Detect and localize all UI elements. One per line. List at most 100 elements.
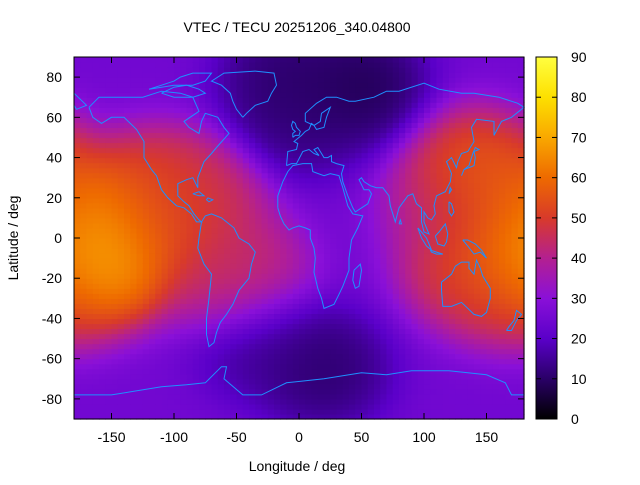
heat-cell [105, 243, 113, 249]
heat-cell [392, 147, 400, 154]
heat-cell [280, 393, 288, 400]
heat-cell [336, 142, 344, 149]
heat-cell [142, 258, 150, 264]
heat-cell [449, 243, 456, 249]
heat-cell [505, 313, 513, 320]
heat-cell [149, 102, 156, 108]
heat-cell [186, 177, 194, 184]
heat-cell [405, 152, 413, 159]
heat-cell [142, 343, 150, 350]
heat-cell [286, 187, 294, 194]
heat-cell [399, 172, 406, 179]
heat-cell [242, 117, 250, 123]
heat-cell [486, 413, 494, 420]
heat-cell [380, 313, 388, 320]
heat-cell [349, 187, 356, 194]
heat-cell [311, 283, 319, 289]
heat-cell [199, 62, 206, 68]
heat-cell [117, 283, 125, 289]
heat-cell [130, 303, 138, 309]
heat-cell [174, 157, 181, 164]
heat-cell [230, 273, 238, 279]
heat-cell [130, 92, 138, 98]
heat-cell [449, 238, 456, 244]
heat-cell [486, 72, 494, 78]
heat-cell [411, 378, 419, 385]
heat-cell [330, 142, 338, 149]
heat-cell [174, 248, 181, 254]
heat-cell [467, 313, 475, 320]
heat-cell [492, 368, 500, 375]
heat-cell [230, 393, 238, 400]
heat-cell [342, 263, 350, 269]
heat-cell [142, 273, 150, 279]
heat-cell [430, 102, 438, 108]
heat-cell [317, 268, 325, 274]
heat-cell [299, 182, 306, 189]
heat-cell [86, 238, 94, 244]
heat-cell [161, 232, 169, 239]
heat-cell [274, 127, 281, 134]
heat-cell [249, 348, 256, 355]
heat-cell [386, 82, 394, 88]
heat-cell [380, 403, 388, 410]
heat-cell [155, 338, 163, 345]
heat-cell [430, 278, 438, 284]
heat-cell [192, 388, 200, 395]
heat-cell [142, 243, 150, 249]
heat-cell [286, 122, 294, 128]
heat-cell [336, 217, 344, 224]
heat-cell [105, 87, 113, 93]
heat-cell [492, 313, 500, 320]
heat-cell [80, 398, 88, 405]
heat-cell [249, 273, 256, 279]
heat-cell [461, 97, 469, 103]
heat-cell [455, 273, 463, 279]
heat-cell [499, 373, 506, 380]
heat-cell [455, 278, 463, 284]
heat-cell [492, 182, 500, 189]
heat-cell [142, 398, 150, 405]
heat-cell [242, 298, 250, 304]
heat-cell [299, 328, 306, 335]
heat-cell [480, 177, 488, 184]
heat-cell [105, 152, 113, 159]
heat-cell [355, 298, 363, 304]
heat-cell [249, 167, 256, 174]
heat-cell [199, 338, 206, 345]
heat-cell [474, 222, 481, 229]
heat-cell [405, 77, 413, 83]
heat-cell [130, 137, 138, 144]
heat-cell [74, 268, 81, 274]
heat-cell [267, 243, 275, 249]
heat-cell [255, 278, 263, 284]
heat-cell [380, 238, 388, 244]
heat-cell [280, 107, 288, 113]
heat-cell [105, 202, 113, 209]
heat-cell [261, 207, 269, 214]
heat-cell [424, 112, 431, 118]
heat-cell [186, 363, 194, 370]
heat-cell [249, 67, 256, 73]
heat-cell [180, 107, 188, 113]
heat-cell [136, 323, 144, 330]
heat-cell [411, 232, 419, 239]
heat-cell [249, 112, 256, 118]
heat-cell [455, 117, 463, 123]
heat-cell [480, 388, 488, 395]
heat-cell [255, 222, 263, 229]
heat-cell [242, 122, 250, 128]
heat-cell [317, 278, 325, 284]
heat-cell [467, 348, 475, 355]
heat-cell [117, 232, 125, 239]
heat-cell [442, 283, 450, 289]
heat-cell [492, 172, 500, 179]
heat-cell [249, 77, 256, 83]
heat-cell [86, 92, 94, 98]
heat-cell [74, 232, 81, 239]
heat-cell [355, 202, 363, 209]
heat-cell [361, 333, 369, 340]
heat-cell [111, 82, 119, 88]
heat-cell [392, 298, 400, 304]
heat-cell [480, 408, 488, 415]
